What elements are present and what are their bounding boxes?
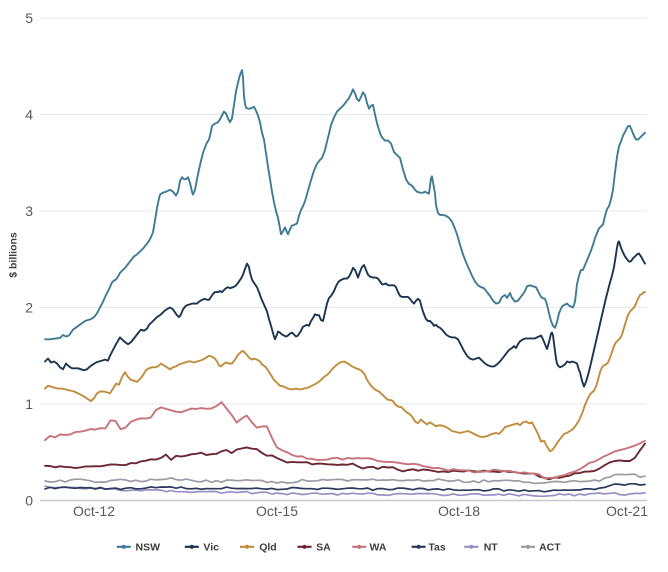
svg-text:3: 3 xyxy=(25,203,33,219)
svg-text:NSW: NSW xyxy=(136,542,161,554)
svg-text:Tas: Tas xyxy=(428,542,445,554)
svg-text:WA: WA xyxy=(370,542,387,554)
svg-text:Qld: Qld xyxy=(259,542,277,554)
svg-text:ACT: ACT xyxy=(539,542,561,554)
svg-text:2: 2 xyxy=(25,300,33,316)
svg-text:4: 4 xyxy=(25,107,33,123)
svg-text:1: 1 xyxy=(25,396,33,412)
svg-text:5: 5 xyxy=(25,10,33,26)
svg-text:Vic: Vic xyxy=(203,542,219,554)
svg-text:$ billions: $ billions xyxy=(8,232,20,278)
svg-text:0: 0 xyxy=(25,493,33,509)
svg-text:NT: NT xyxy=(484,542,499,554)
svg-text:Oct-18: Oct-18 xyxy=(438,503,480,519)
svg-text:Oct-15: Oct-15 xyxy=(256,503,298,519)
svg-text:Oct-12: Oct-12 xyxy=(73,503,115,519)
svg-text:SA: SA xyxy=(316,542,331,554)
svg-text:Oct-21: Oct-21 xyxy=(606,503,648,519)
